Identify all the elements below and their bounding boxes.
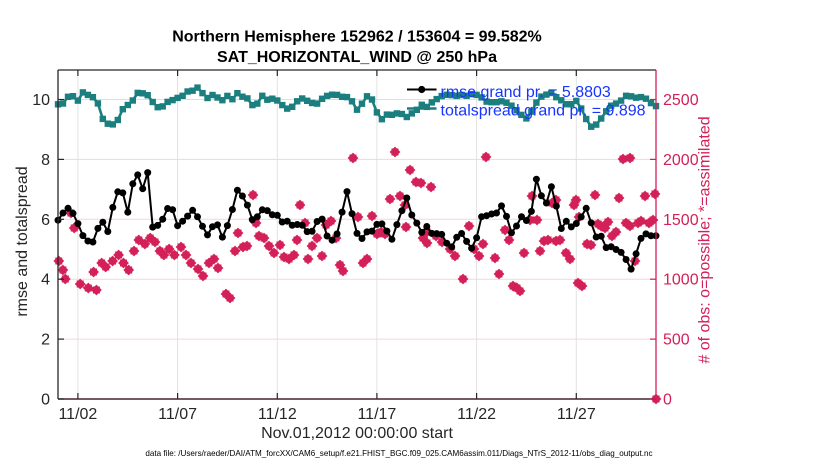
svg-text:data file: /Users/raeder/DAI/A: data file: /Users/raeder/DAI/ATM_forcXX/… <box>145 449 652 458</box>
svg-text:2: 2 <box>41 332 50 349</box>
svg-text:# of obs: o=possible; *=assimi: # of obs: o=possible; *=assimilated <box>697 116 714 363</box>
svg-text:11/22: 11/22 <box>457 406 496 423</box>
svg-text:2000: 2000 <box>663 152 699 169</box>
svg-text:11/02: 11/02 <box>58 406 97 423</box>
svg-text:Nov.01,2012 00:00:00 start: Nov.01,2012 00:00:00 start <box>261 425 453 442</box>
svg-text:rmse and totalspread: rmse and totalspread <box>14 166 31 316</box>
svg-text:4: 4 <box>41 272 50 289</box>
svg-text:10: 10 <box>32 92 50 109</box>
svg-text:rmse grand pr. = 5.8803: rmse grand pr. = 5.8803 <box>441 84 611 101</box>
svg-text:1500: 1500 <box>663 212 699 229</box>
svg-text:11/07: 11/07 <box>158 406 197 423</box>
svg-text:0: 0 <box>663 392 672 409</box>
svg-text:totalspread grand pr. = 9.898: totalspread grand pr. = 9.898 <box>441 103 646 120</box>
svg-text:11/17: 11/17 <box>357 406 396 423</box>
svg-text:1000: 1000 <box>663 272 699 289</box>
svg-text:2500: 2500 <box>663 92 699 109</box>
svg-text:0: 0 <box>41 392 50 409</box>
svg-text:8: 8 <box>41 152 50 169</box>
svg-text:11/12: 11/12 <box>258 406 297 423</box>
svg-text:500: 500 <box>663 332 690 349</box>
svg-text:6: 6 <box>41 212 50 229</box>
svg-text:11/27: 11/27 <box>557 406 596 423</box>
svg-text:Northern Hemisphere 152962 / 1: Northern Hemisphere 152962 / 153604 = 99… <box>172 29 542 46</box>
svg-text:SAT_HORIZONTAL_WIND @ 250 hPa: SAT_HORIZONTAL_WIND @ 250 hPa <box>217 49 497 66</box>
